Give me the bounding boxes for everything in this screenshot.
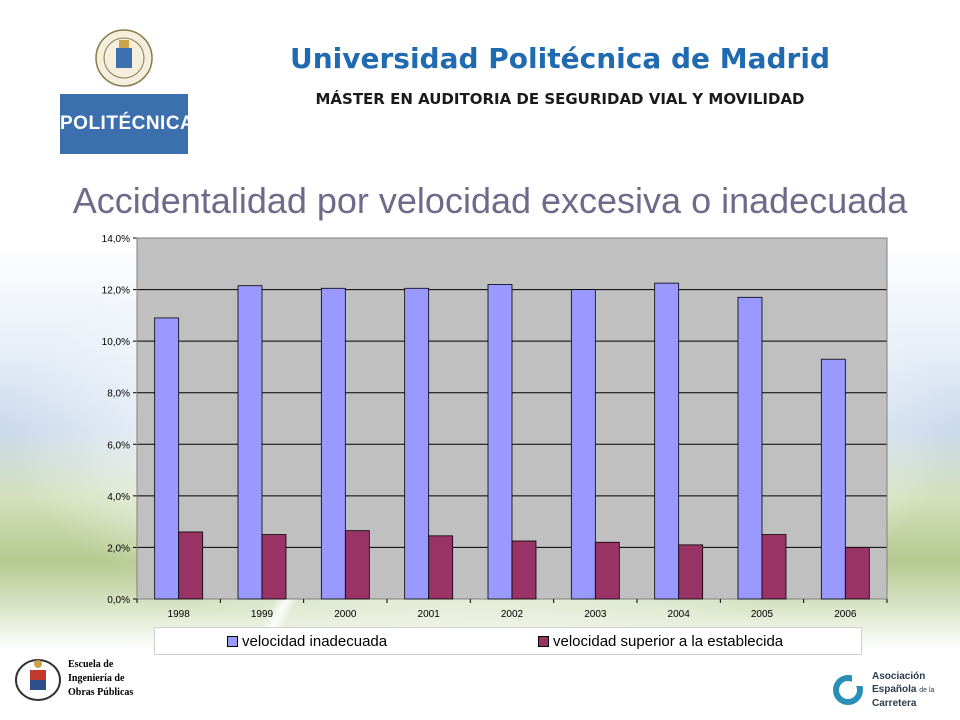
bar-series2 (594, 541, 620, 600)
y-tick-label: 10,0% (102, 337, 130, 348)
legend-item-series1: velocidad inadecuada (227, 632, 387, 650)
upm-seal-icon (95, 29, 153, 87)
aec-line-2: Española (872, 684, 917, 695)
bar-series2 (761, 534, 787, 600)
x-tick-label: 1998 (168, 609, 191, 620)
etsi-line-1: Escuela de (68, 659, 114, 670)
program-subtitle: MÁSTER EN AUDITORIA DE SEGURIDAD VIAL Y … (315, 90, 805, 108)
x-tick-label: 1999 (251, 609, 274, 620)
aec-line-2-small: de la (919, 687, 935, 694)
slide-title: Accidentalidad por velocidad excesiva o … (72, 180, 908, 221)
bar-series1 (570, 289, 596, 600)
bar-series1 (237, 285, 263, 600)
aec-line-1: Asociación (872, 671, 926, 682)
bar-series2 (178, 531, 204, 600)
y-tick-label: 12,0% (102, 286, 130, 297)
bar-series2 (344, 530, 370, 600)
legend-swatch-series1 (227, 635, 238, 647)
bar-series2 (428, 535, 454, 600)
x-tick-label: 2006 (834, 609, 857, 620)
bar-series2 (844, 547, 870, 600)
aec-line-3: Carretera (872, 698, 917, 709)
bar-series1 (154, 317, 180, 600)
bar-series1 (404, 287, 430, 600)
bar-series1 (320, 287, 346, 600)
bar-series1 (820, 358, 846, 600)
y-tick-label: 4,0% (107, 492, 130, 503)
bar-series1 (737, 296, 763, 600)
x-tick-label: 2001 (418, 609, 441, 620)
etsi-logo: Escuela de Ingeniería de Obras Públicas (12, 652, 152, 708)
bar-series2 (678, 544, 704, 600)
upm-logo: POLITÉCNICA (60, 28, 194, 154)
x-tick-label: 2000 (334, 609, 357, 620)
x-tick-label: 2002 (501, 609, 524, 620)
chart-legend: velocidad inadecuada velocidad superior … (154, 627, 862, 655)
bar-series1 (654, 282, 680, 600)
y-tick-label: 8,0% (107, 389, 130, 400)
aec-ring-icon (833, 675, 864, 705)
etsi-line-3: Obras Públicas (68, 687, 134, 698)
bar-series2 (261, 534, 287, 600)
bar-series2 (511, 540, 537, 600)
legend-item-series2: velocidad superior a la establecida (538, 632, 783, 650)
etsi-line-2: Ingeniería de (68, 673, 125, 684)
legend-label-series2: velocidad superior a la establecida (553, 632, 784, 650)
legend-swatch-series2 (538, 635, 549, 647)
y-tick-label: 2,0% (107, 543, 130, 554)
y-tick-label: 14,0% (102, 234, 130, 245)
legend-label-series1: velocidad inadecuada (242, 632, 388, 650)
upm-logo-text: POLITÉCNICA (60, 94, 194, 154)
university-title: Universidad Politécnica de Madrid (289, 42, 831, 75)
y-tick-label: 6,0% (107, 440, 130, 451)
etsi-emblem-icon (15, 659, 61, 701)
y-tick-label: 0,0% (107, 595, 130, 606)
x-tick-label: 2005 (751, 609, 774, 620)
x-tick-label: 2004 (668, 609, 691, 620)
bar-series1 (487, 284, 513, 600)
x-tick-label: 2003 (584, 609, 607, 620)
aec-logo: Asociación Española de la Carretera (832, 666, 952, 716)
